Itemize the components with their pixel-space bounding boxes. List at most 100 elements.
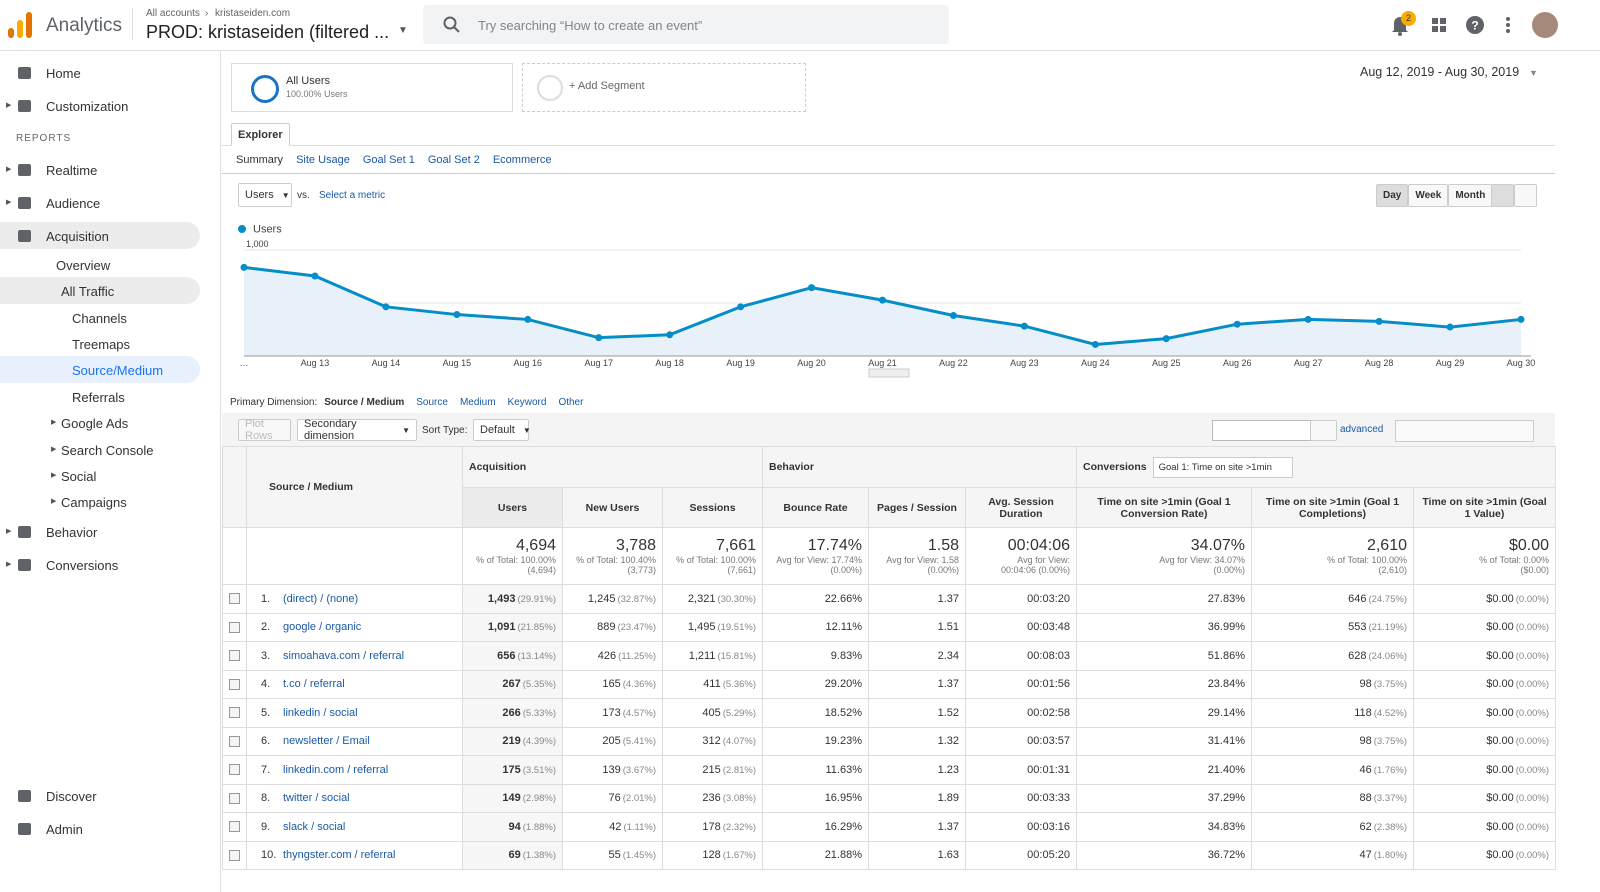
checkbox[interactable]: [229, 849, 240, 861]
row-checkbox[interactable]: [222, 726, 247, 756]
sort-dropdown[interactable]: Default ▼: [473, 419, 531, 441]
source-link[interactable]: (direct) / (none): [283, 592, 359, 605]
tab[interactable]: Explorer: [231, 123, 290, 146]
chart-resize-handle[interactable]: [868, 368, 910, 378]
nav-item[interactable]: Google Ads: [61, 416, 129, 431]
nav-item[interactable]: Home: [46, 66, 81, 81]
checkbox[interactable]: [229, 764, 240, 776]
breadcrumb[interactable]: kristaseiden.com: [215, 8, 291, 19]
source-link[interactable]: newsletter / Email: [283, 735, 370, 748]
row-checkbox[interactable]: [222, 783, 247, 813]
source-link[interactable]: google / organic: [283, 621, 362, 634]
source-link[interactable]: t.co / referral: [283, 678, 345, 691]
menu-icon[interactable]: [1505, 16, 1511, 34]
column-header[interactable]: Time on site >1min (Goal 1 Completions): [1251, 487, 1414, 528]
nav-item[interactable]: Behavior: [46, 525, 98, 540]
dimension-option[interactable]: Other: [558, 397, 584, 408]
search-box[interactable]: Try searching “How to create an event”: [423, 5, 949, 44]
nav-item[interactable]: Social: [61, 469, 97, 484]
segment-card[interactable]: All Users 100.00% Users: [231, 63, 513, 112]
breadcrumb[interactable]: All accounts: [146, 8, 200, 19]
plot-rows[interactable]: Plot Rows: [238, 418, 291, 442]
checkbox[interactable]: [229, 792, 240, 804]
row-checkbox[interactable]: [222, 698, 247, 728]
select-metric[interactable]: Select a metric: [319, 190, 386, 201]
metric-cell: 1,091 (21.85%): [462, 612, 563, 642]
nav-item[interactable]: Channels: [72, 311, 127, 326]
nav-item[interactable]: Realtime: [46, 163, 98, 178]
column-header[interactable]: Time on site >1min (Goal 1 Conversion Ra…: [1076, 487, 1252, 528]
nav-item[interactable]: Search Console: [61, 443, 154, 458]
subtab[interactable]: Ecommerce: [492, 154, 552, 166]
nav-item[interactable]: Admin: [46, 822, 83, 837]
metric-cell: 19.23%: [762, 726, 869, 756]
source-link[interactable]: simoahava.com / referral: [283, 649, 405, 662]
column-header[interactable]: Sessions: [662, 487, 763, 528]
apps-icon[interactable]: [1432, 18, 1446, 32]
help-icon[interactable]: ?: [1466, 16, 1484, 34]
goal-dropdown[interactable]: Goal 1: Time on site >1min: [1152, 457, 1293, 478]
table-row: 7. linkedin.com / referral 175 (3.51%) 139 (3…: [222, 755, 1557, 785]
checkbox[interactable]: [229, 593, 240, 605]
nav-item[interactable]: Conversions: [46, 558, 119, 573]
source-link[interactable]: thyngster.com / referral: [283, 849, 396, 862]
avatar[interactable]: [1532, 12, 1558, 38]
nav-item[interactable]: Source/Medium: [72, 363, 164, 378]
property-selector[interactable]: PROD: kristaseiden (filtered ...: [146, 22, 390, 42]
table-search[interactable]: [1212, 420, 1312, 441]
column-header[interactable]: Bounce Rate: [762, 487, 869, 528]
metric-cell: 1,211 (15.81%): [662, 641, 763, 671]
period-button[interactable]: Month: [1448, 184, 1493, 207]
dimension-option[interactable]: Source: [416, 397, 448, 408]
nav-item[interactable]: Acquisition: [46, 229, 109, 244]
row-checkbox[interactable]: [222, 669, 247, 699]
dimension-option[interactable]: Medium: [459, 397, 496, 408]
nav-item[interactable]: All Traffic: [61, 284, 115, 299]
nav-item[interactable]: Audience: [46, 196, 101, 211]
checkbox[interactable]: [229, 678, 240, 690]
subtab[interactable]: Summary: [236, 154, 284, 166]
row-checkbox[interactable]: [222, 755, 247, 785]
source-link[interactable]: linkedin.com / referral: [283, 763, 389, 776]
checkbox[interactable]: [229, 621, 240, 633]
column-header[interactable]: Pages / Session: [868, 487, 966, 528]
nav-item[interactable]: Campaigns: [61, 495, 127, 510]
dimension-option[interactable]: Keyword: [507, 397, 547, 408]
source-link[interactable]: slack / social: [283, 820, 346, 833]
row-checkbox[interactable]: [222, 612, 247, 642]
nav-item[interactable]: Overview: [56, 258, 111, 273]
period-button[interactable]: Day: [1376, 184, 1409, 207]
add-segment[interactable]: + Add Segment: [522, 63, 806, 112]
table-search-button[interactable]: [1310, 420, 1337, 441]
secondary-dimension[interactable]: Secondary dimension ▼: [297, 418, 417, 442]
column-header[interactable]: Time on site >1min (Goal 1 Value): [1412, 487, 1557, 528]
row-checkbox[interactable]: [222, 840, 247, 870]
row-checkbox[interactable]: [222, 812, 247, 842]
motion-chart-toggle[interactable]: [1514, 184, 1537, 207]
nav-item[interactable]: Customization: [46, 99, 129, 114]
checkbox[interactable]: [229, 821, 240, 833]
checkbox[interactable]: [229, 650, 240, 662]
period-button[interactable]: Week: [1408, 184, 1449, 207]
subtab[interactable]: Site Usage: [296, 154, 350, 166]
nav-item[interactable]: Treemaps: [72, 337, 131, 352]
column-header[interactable]: New Users: [562, 487, 663, 528]
nav-item[interactable]: Referrals: [72, 390, 125, 405]
date-range[interactable]: Aug 12, 2019 - Aug 30, 2019: [1360, 65, 1520, 79]
source-link[interactable]: twitter / social: [283, 792, 350, 805]
subtab[interactable]: Goal Set 2: [427, 154, 480, 166]
column-header[interactable]: Users: [462, 487, 563, 528]
row-checkbox[interactable]: [222, 641, 247, 671]
column-header[interactable]: Avg. Session Duration: [965, 487, 1077, 528]
subtab[interactable]: Goal Set 1: [362, 154, 415, 166]
view-switch[interactable]: [1395, 420, 1534, 442]
checkbox[interactable]: [229, 707, 240, 719]
metric-dropdown[interactable]: Users ▼: [238, 183, 292, 207]
row-checkbox[interactable]: [222, 584, 247, 614]
nav-item[interactable]: Discover: [46, 789, 97, 804]
line-chart-toggle[interactable]: [1491, 184, 1514, 207]
checkbox[interactable]: [229, 735, 240, 747]
select-all[interactable]: [222, 446, 247, 528]
source-link[interactable]: linkedin / social: [283, 706, 358, 719]
advanced-link[interactable]: advanced: [1340, 424, 1384, 435]
